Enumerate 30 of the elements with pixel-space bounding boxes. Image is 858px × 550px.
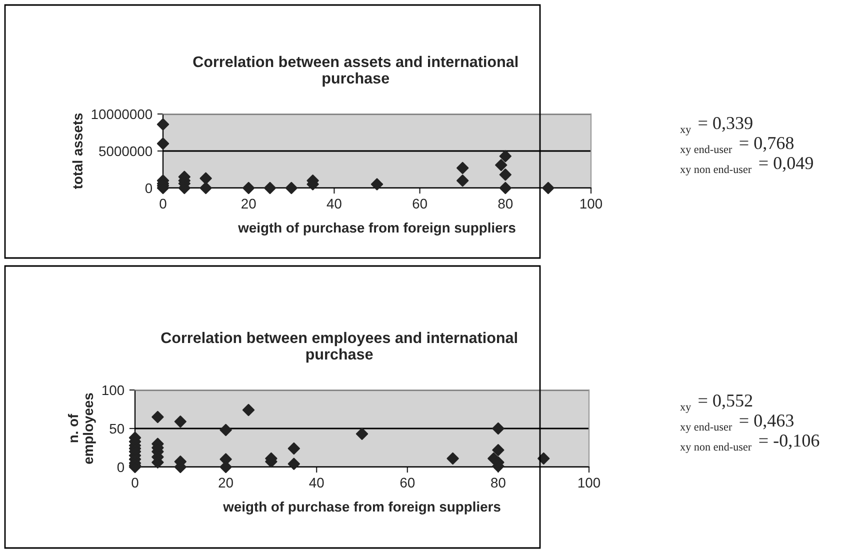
chart-title: Correlation between assets and international purchase — [193, 56, 518, 87]
chart-title: Correlation between employees and international purchase — [161, 332, 517, 363]
y-tick-label: 5000000 — [99, 146, 152, 156]
text: xy non end-user = -0,106 — [680, 434, 820, 453]
text: xy = 0,339 — [680, 116, 752, 136]
x-axis-title: weigth of purchase from foreign suppliers — [238, 222, 516, 236]
y-tick-label: 10000000 — [92, 109, 152, 120]
y-tick-label: 0 — [145, 183, 152, 194]
x-tick-label: 100 — [578, 478, 600, 488]
x-tick-label: 20 — [218, 478, 233, 488]
x-tick-label: 40 — [326, 198, 342, 209]
x-tick-label: 100 — [580, 198, 602, 209]
x-tick-label: 0 — [160, 198, 166, 209]
text: xy end-user = 0,768 — [680, 136, 794, 156]
x-axis-title: weigth of purchase from foreign suppliers — [223, 501, 500, 514]
y-axis-title: n. of employees — [68, 393, 96, 464]
y-tick-label: 100 — [102, 385, 124, 396]
x-tick-label: 40 — [309, 478, 324, 488]
y-tick-label: 0 — [117, 462, 124, 472]
x-tick-label: 80 — [491, 478, 506, 488]
x-tick-label: 60 — [412, 198, 427, 209]
x-tick-label: 20 — [242, 198, 256, 209]
y-axis-title: total assets — [72, 113, 82, 190]
text: xy end-user = 0,463 — [680, 414, 794, 433]
y-tick-label: 50 — [110, 424, 124, 434]
x-tick-label: 0 — [132, 478, 138, 488]
text: xy = 0,552 — [680, 394, 752, 413]
x-tick-label: 60 — [400, 478, 415, 488]
text: xy non end-user = 0,049 — [680, 156, 813, 176]
x-tick-label: 80 — [498, 198, 513, 209]
